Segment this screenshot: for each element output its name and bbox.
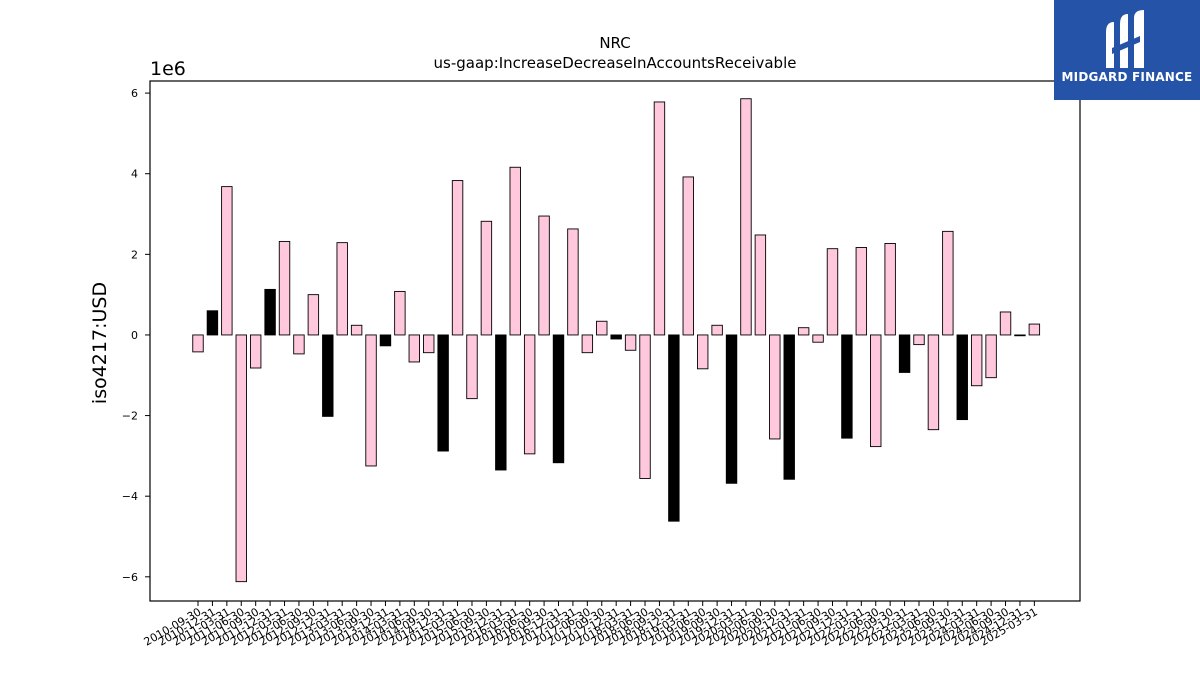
y-tick-label: −6 — [122, 571, 138, 584]
bar-2012-12-31 — [322, 334, 334, 417]
bar-2017-12-31 — [610, 334, 622, 340]
bar-2014-06-30 — [408, 334, 420, 363]
y-tick-label: 6 — [131, 87, 138, 100]
bar-2017-09-30 — [596, 320, 608, 336]
bar-2018-12-31 — [668, 334, 680, 522]
bar-2019-09-30 — [711, 324, 723, 336]
y-tick-label: 2 — [131, 248, 138, 261]
bar-2022-09-30 — [884, 242, 896, 336]
bar-2020-06-30 — [754, 234, 767, 336]
bar-2024-03-31 — [970, 334, 983, 387]
bar-2019-06-30 — [697, 334, 709, 370]
bars-group — [192, 98, 1041, 583]
bar-2016-09-30 — [538, 215, 550, 336]
bar-2018-03-31 — [624, 334, 637, 351]
bar-2020-09-30 — [769, 334, 781, 440]
bar-2017-03-31 — [567, 228, 579, 336]
logo-text: MIDGARD FINANCE — [1061, 70, 1193, 84]
bar-2024-09-30 — [999, 311, 1012, 336]
bar-2011-12-31 — [264, 288, 276, 336]
bar-2020-12-31 — [783, 334, 795, 480]
x-axis-ticks: 2010-09-302010-12-312011-03-312011-06-30… — [142, 601, 1040, 649]
bar-2010-09-30 — [192, 334, 204, 353]
bar-2019-03-31 — [682, 176, 694, 336]
bar-2015-03-31 — [451, 180, 464, 336]
bar-2011-03-31 — [221, 186, 233, 336]
bar-2015-09-30 — [480, 220, 493, 336]
y-tick-label: 0 — [131, 329, 138, 342]
bar-2021-06-30 — [812, 334, 824, 343]
y-tick-label: −2 — [122, 410, 138, 423]
bar-2022-03-31 — [855, 247, 868, 336]
bar-2013-12-31 — [379, 334, 392, 347]
bar-2023-03-31 — [913, 334, 925, 346]
bar-2024-12-31 — [1014, 334, 1026, 337]
bar-2012-09-30 — [307, 294, 320, 336]
bar-2011-06-30 — [235, 334, 247, 583]
chart-title: NRC — [599, 34, 630, 52]
bar-2021-09-30 — [826, 248, 839, 336]
midgard-finance-logo: MIDGARD FINANCE — [1054, 0, 1200, 100]
bar-2011-09-30 — [249, 334, 262, 369]
bar-2013-09-30 — [365, 334, 377, 467]
bar-2023-06-30 — [927, 334, 940, 431]
bar-2018-09-30 — [653, 101, 666, 336]
bar-2013-03-31 — [336, 242, 348, 336]
y-axis-label: iso4217:USD — [89, 282, 111, 404]
bar-2023-12-31 — [956, 334, 968, 421]
bar-2013-06-30 — [350, 324, 363, 336]
bar-2015-12-31 — [495, 334, 507, 471]
bar-2010-12-31 — [206, 310, 219, 336]
bar-2023-09-30 — [942, 230, 954, 336]
bar-2016-03-31 — [509, 166, 521, 336]
bar-2012-03-31 — [278, 240, 291, 336]
bar-2012-06-30 — [293, 334, 305, 355]
y-scale-label: 1e6 — [150, 58, 186, 80]
y-tick-label: 4 — [131, 168, 138, 181]
bar-2025-03-31 — [1028, 323, 1041, 336]
bar-2014-09-30 — [423, 334, 435, 354]
bar-2014-03-31 — [394, 290, 406, 336]
bar-2017-06-30 — [581, 334, 594, 354]
y-tick-label: −4 — [122, 490, 138, 503]
chart-subtitle: us-gaap:IncreaseDecreaseInAccountsReceiv… — [434, 54, 797, 72]
y-axis-ticks: −6 −4 −2 0 2 4 6 — [122, 87, 150, 584]
bar-2015-06-30 — [466, 334, 478, 400]
plot-frame — [149, 80, 1081, 602]
bar-2022-06-30 — [870, 334, 882, 448]
bar-2018-06-30 — [639, 334, 651, 479]
bar-2021-03-31 — [797, 327, 810, 336]
bar-2016-06-30 — [523, 334, 536, 455]
bar-2021-12-31 — [841, 334, 853, 439]
bar-2016-12-31 — [552, 334, 565, 464]
bar-2019-12-31 — [725, 334, 738, 484]
bar-2022-12-31 — [898, 334, 911, 373]
bar-2024-06-30 — [985, 334, 997, 379]
bar-2014-12-31 — [437, 334, 449, 452]
midgard-m-logo-icon — [1106, 10, 1144, 68]
bar-2020-03-31 — [740, 98, 752, 336]
